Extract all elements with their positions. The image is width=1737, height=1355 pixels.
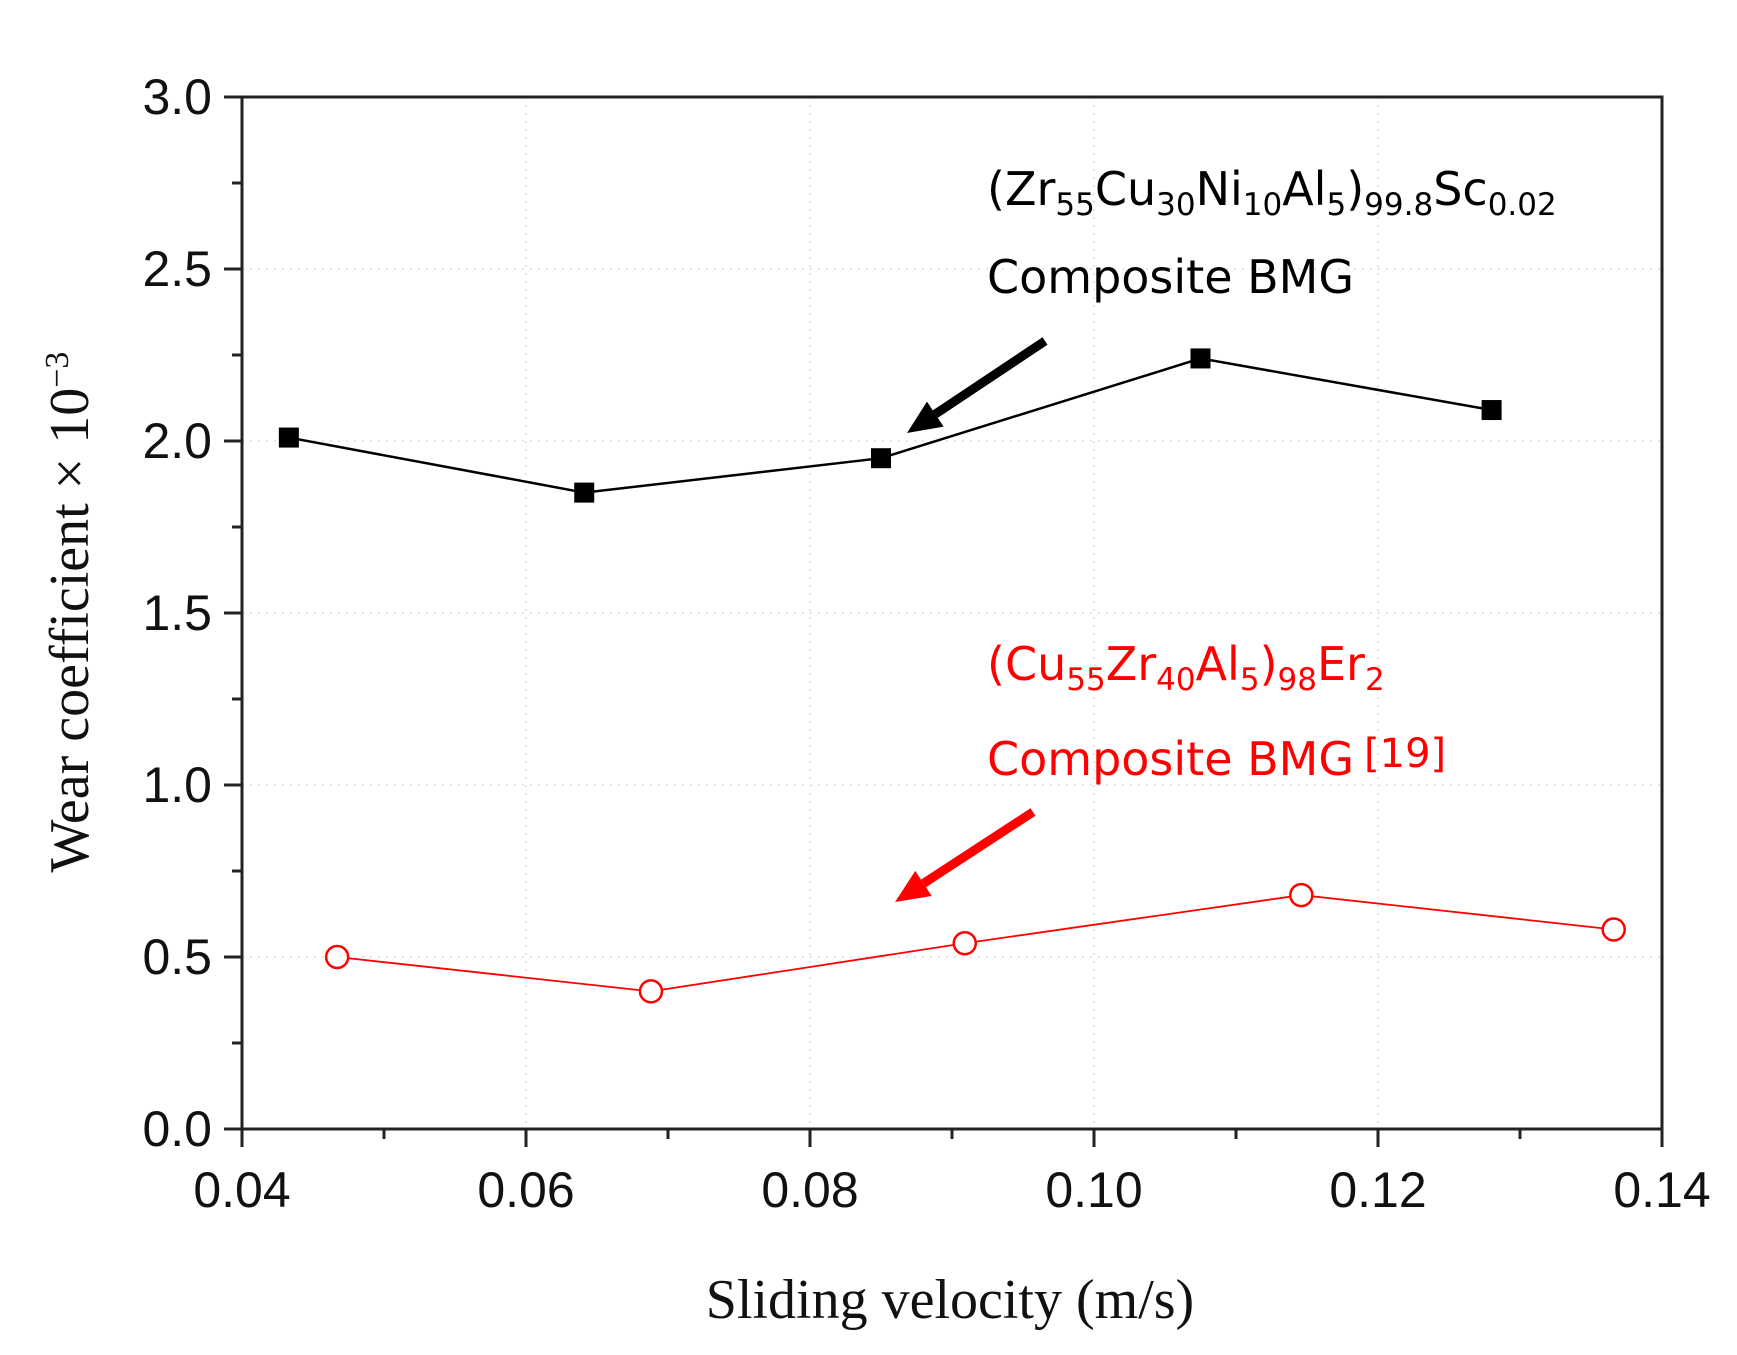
y-tick-label: 0.0	[142, 1101, 212, 1157]
y-tick-label: 1.5	[142, 585, 212, 641]
data-point	[574, 482, 595, 503]
x-tick-label: 0.06	[477, 1162, 574, 1218]
data-point	[1289, 882, 1314, 908]
y-tick-label: 1.0	[142, 757, 212, 813]
x-tick-label: 0.08	[761, 1162, 858, 1218]
series-line	[288, 357, 1492, 494]
x-tick-label: 0.12	[1329, 1162, 1426, 1218]
y-axis-title: Wear coefficient × 10−3	[39, 352, 101, 873]
annotation-1: (Zr55Cu30Ni10Al5)99.8Sc0.02 Composite BMG	[907, 162, 1557, 433]
data-point	[324, 944, 350, 970]
axis-ticks	[224, 95, 1664, 1147]
x-axis-title: Sliding velocity (m/s)	[706, 1269, 1194, 1331]
annotation-label: Composite BMG	[987, 250, 1354, 304]
y-tick-label: 3.0	[142, 69, 212, 125]
data-point	[278, 427, 299, 448]
annotation-arrow-head	[895, 870, 932, 902]
data-series	[278, 348, 1626, 1004]
x-tick-label: 0.04	[193, 1162, 290, 1218]
data-point	[952, 930, 978, 956]
data-point	[1601, 917, 1626, 942]
y-tick-label: 2.0	[142, 413, 212, 469]
data-point	[638, 979, 664, 1004]
annotation-label: Composite BMG [19]	[987, 731, 1446, 786]
y-tick-label: 2.5	[142, 241, 212, 297]
data-point	[871, 448, 891, 469]
annotations: (Zr55Cu30Ni10Al5)99.8Sc0.02 Composite BMG…	[895, 162, 1557, 902]
tick-labels: 0.0 0.5 1.0 1.5 2.0 2.5 3.0 0.04 0.06 0.08 0.10 0.1…	[142, 69, 1710, 1218]
y-axis-title-exponent: −3	[39, 352, 76, 388]
annotation-formula: (Zr55Cu30Ni10Al5)99.8Sc0.02	[987, 162, 1557, 223]
annotation-arrow-shaft	[921, 808, 1036, 888]
y-axis-title-base: Wear coefficient × 10	[39, 388, 101, 873]
y-tick-label: 0.5	[142, 929, 212, 985]
annotation-arrow-shaft	[932, 337, 1048, 418]
plot-frame	[240, 95, 1664, 1131]
x-tick-label: 0.14	[1613, 1162, 1710, 1218]
x-tick-label: 0.10	[1045, 1162, 1142, 1218]
annotation-2: (Cu55Zr40Al5)98Er2 Composite BMG [19]	[895, 637, 1446, 902]
series-2	[324, 882, 1626, 1004]
data-point	[1190, 348, 1211, 369]
annotation-arrow-head	[907, 401, 944, 433]
data-point	[1481, 400, 1502, 421]
annotation-formula: (Cu55Zr40Al5)98Er2	[987, 637, 1385, 698]
grid-lines	[242, 97, 1662, 1129]
series-1	[278, 348, 1502, 503]
